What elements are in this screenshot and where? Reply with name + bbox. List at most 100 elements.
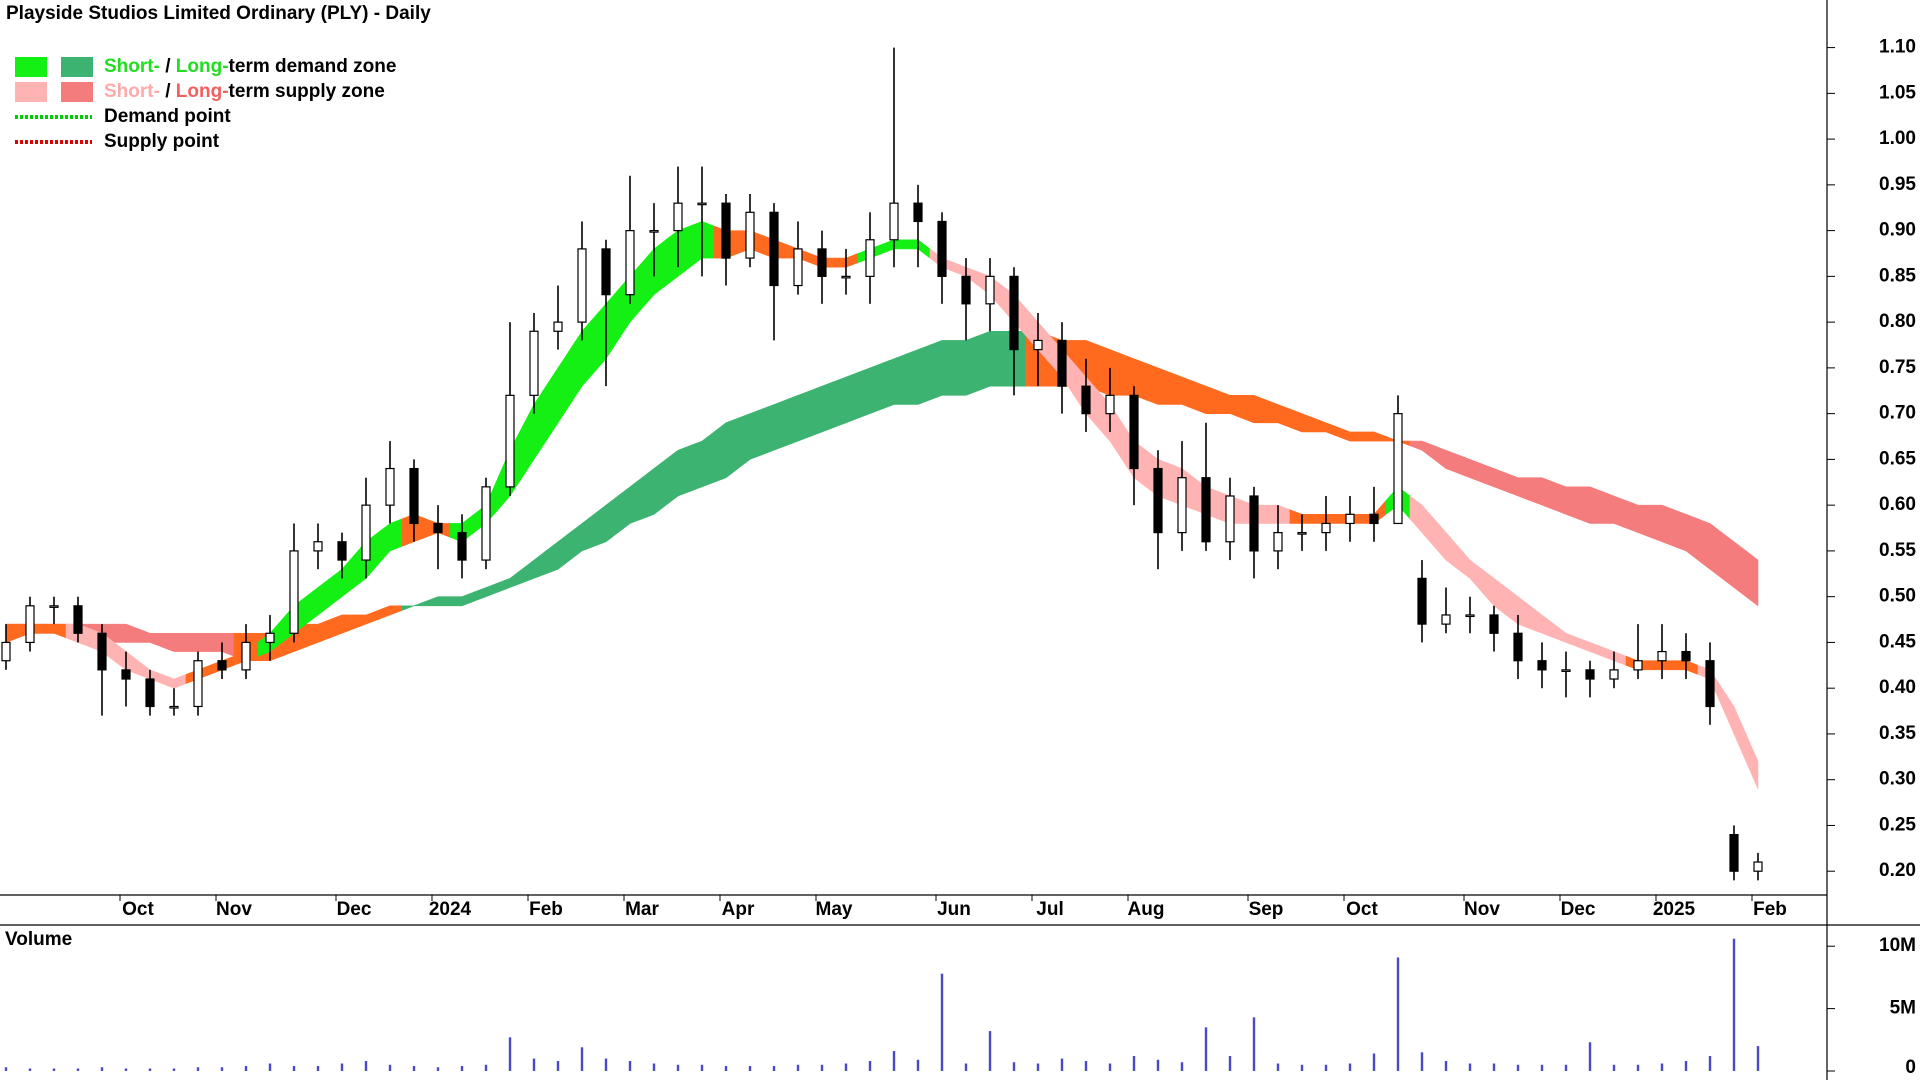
long-zone-segment (833, 372, 859, 428)
volume-bar (1348, 1063, 1352, 1071)
candle-body (817, 248, 827, 277)
volume-bar (1252, 1017, 1256, 1071)
chart-title: Playside Studios Limited Ordinary (PLY) … (6, 3, 431, 24)
volume-bar (700, 1064, 704, 1071)
volume-bar (1540, 1064, 1544, 1071)
volume-bar (1588, 1042, 1592, 1071)
candle-body (1729, 834, 1739, 872)
legend-swatch (15, 82, 47, 102)
volume-bar (988, 1031, 992, 1071)
legend-label: Short- / Long-term demand zone (104, 56, 396, 77)
candle-body (961, 275, 971, 305)
candle-body (289, 550, 299, 634)
volume-bar (1612, 1064, 1616, 1071)
volume-bar (340, 1063, 344, 1071)
candle-body (361, 504, 371, 561)
long-zone-segment (185, 632, 211, 652)
long-zone-segment (1745, 550, 1759, 607)
volume-bar (508, 1037, 512, 1071)
y-tick-label: 0.40 (1879, 677, 1916, 698)
legend-text-part: / (160, 81, 176, 102)
x-tick-label: Nov (216, 899, 252, 920)
long-zone-segment (785, 390, 811, 447)
candle-body (673, 202, 683, 232)
volume-bar (1492, 1063, 1496, 1071)
y-tick-label: 0.65 (1879, 448, 1916, 469)
candle-body (697, 202, 707, 206)
legend-text-part: / (160, 56, 176, 77)
x-tick-label: Oct (122, 899, 154, 920)
candle-body (1321, 522, 1331, 534)
candle-body (481, 486, 491, 561)
volume-bar (76, 1068, 80, 1071)
candle-body (1681, 650, 1691, 662)
long-zone-segment (857, 362, 883, 419)
long-zone-segment (905, 344, 931, 405)
candle-body (97, 632, 107, 671)
candle-body (745, 211, 755, 259)
volume-bar (28, 1068, 32, 1071)
volume-bar (652, 1063, 656, 1071)
volume-bar (1564, 1064, 1568, 1071)
volume-y-tick-label: 5M (1890, 998, 1916, 1019)
volume-bar (220, 1067, 224, 1071)
candle-body (193, 660, 203, 708)
candle-body (1417, 577, 1427, 625)
volume-bar (1708, 1056, 1712, 1071)
volume-bar (1060, 1058, 1064, 1071)
candle-body (577, 248, 587, 323)
volume-bar (1084, 1061, 1088, 1071)
legend-swatch (61, 57, 93, 77)
candle-body (625, 230, 635, 296)
volume-y-tick-label: 0 (1905, 1057, 1916, 1078)
candle-body (73, 605, 83, 634)
x-tick-label: Jun (937, 899, 971, 920)
volume-bar (292, 1066, 296, 1071)
volume-bar (196, 1067, 200, 1071)
volume-bar (172, 1068, 176, 1071)
candle-body (1297, 532, 1307, 535)
y-tick-label: 1.00 (1879, 128, 1916, 149)
volume-bar (604, 1058, 608, 1071)
volume-bar (436, 1067, 440, 1071)
x-tick-label: Nov (1464, 899, 1500, 920)
candle-body (385, 467, 395, 506)
y-tick-label: 0.70 (1879, 403, 1916, 424)
volume-bar (724, 1066, 728, 1071)
volume-bar (316, 1066, 320, 1071)
candle-body (721, 202, 731, 259)
candle-body (457, 532, 467, 561)
candle-body (313, 541, 323, 552)
y-tick-label: 0.75 (1879, 357, 1916, 378)
y-tick-label: 0.90 (1879, 220, 1916, 241)
volume-bar (1300, 1064, 1304, 1071)
volume-bar (124, 1068, 128, 1071)
y-tick-label: 0.50 (1879, 586, 1916, 607)
x-tick-label: Feb (1753, 899, 1787, 920)
candle-body (1345, 513, 1355, 525)
candle-body (1129, 394, 1139, 470)
y-tick-label: 0.80 (1879, 311, 1916, 332)
y-tick-label: 0.20 (1879, 860, 1916, 881)
volume-bar (1108, 1063, 1112, 1071)
legend-text-part: Short- (104, 81, 160, 102)
volume-bar (412, 1066, 416, 1071)
volume-bar (1132, 1056, 1136, 1071)
volume-bar (796, 1064, 800, 1071)
candle-body (553, 321, 563, 332)
legend-text-part: Long- (176, 81, 229, 102)
y-tick-label: 1.10 (1879, 37, 1916, 58)
volume-bar (148, 1068, 152, 1071)
volume-bar (1156, 1059, 1160, 1071)
candle-body (169, 705, 179, 709)
long-zone-segment (761, 399, 787, 456)
candle-body (1057, 339, 1067, 387)
candle-body (529, 330, 539, 396)
volume-bar (844, 1063, 848, 1071)
candle-body (1, 641, 11, 662)
short-zone-segment (1745, 733, 1759, 789)
x-tick-label: Oct (1346, 899, 1378, 920)
